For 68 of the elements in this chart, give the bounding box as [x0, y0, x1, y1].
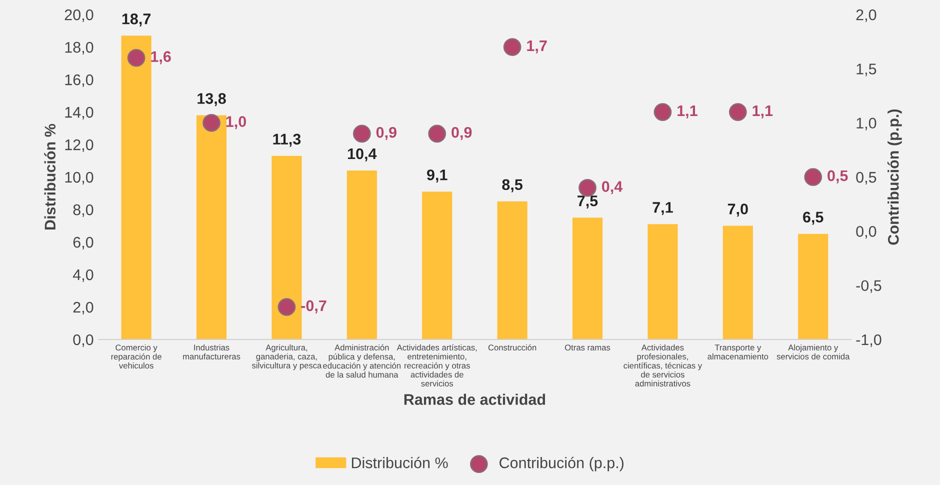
- data-label: 11,3: [273, 134, 301, 147]
- y-tick-label: 0,0: [73, 334, 94, 347]
- x-tick-label: Otras ramas: [564, 344, 610, 350]
- bar: [272, 156, 302, 340]
- point: [578, 178, 596, 197]
- data-label: 0,4: [602, 181, 623, 194]
- point: [654, 103, 672, 121]
- data-label: 0,9: [452, 126, 472, 140]
- x-tick-label: Actividades profesionales, científicas, técnicas y de servicios administrativos: [624, 344, 702, 387]
- point: [428, 124, 446, 143]
- y-tick-label: 4,0: [72, 269, 94, 282]
- point: [127, 48, 146, 67]
- bar: [346, 170, 377, 340]
- y2-tick-label: -0,5: [856, 280, 882, 293]
- point: [503, 38, 522, 56]
- y-tick-label: 8,0: [73, 204, 94, 218]
- data-label: 13,8: [198, 93, 226, 106]
- data-label: 7,1: [652, 202, 673, 216]
- y2-tick-label: 1,5: [856, 64, 876, 76]
- data-label: 6,5: [803, 212, 824, 225]
- bar: [196, 115, 227, 340]
- y-tick-label: 10,0: [65, 172, 94, 185]
- y-tick-label: 18,0: [65, 42, 94, 55]
- data-label: 0,5: [828, 170, 848, 184]
- y-tick-label: 16,0: [65, 74, 94, 88]
- data-label: 10,4: [348, 148, 377, 162]
- x-tick-label: Alojamiento y servicios de comida: [776, 344, 850, 360]
- data-label: 9,1: [427, 169, 448, 183]
- bar: [572, 218, 603, 340]
- data-label: 1,1: [678, 105, 698, 118]
- point: [352, 124, 371, 143]
- y2-axis-title: Contribución (p.p.): [887, 109, 902, 245]
- legend-label: Contribución (p.p.): [500, 456, 624, 472]
- bar: [798, 234, 828, 340]
- bar: [722, 226, 753, 340]
- y-axis-title: Distribución %: [44, 124, 56, 230]
- bar: [422, 192, 452, 340]
- y-tick-label: 14,0: [65, 106, 94, 120]
- x-axis-title: Ramas de actividad: [404, 394, 546, 405]
- point: [202, 114, 220, 132]
- data-label: 18,7: [122, 14, 150, 27]
- data-label: 0,9: [376, 126, 396, 140]
- bar: [497, 201, 528, 340]
- y2-tick-label: 0,0: [856, 226, 876, 239]
- y2-tick-label: -1,0: [856, 334, 882, 347]
- y2-tick-label: 1,0: [856, 118, 876, 130]
- y-tick-label: 2,0: [73, 302, 94, 314]
- legend-label: Distribución %: [352, 456, 448, 468]
- y-tick-label: 6,0: [73, 236, 94, 250]
- y-tick-label: 20,0: [64, 9, 94, 22]
- y2-tick-label: 2,0: [856, 9, 876, 22]
- x-tick-label: Industrias manufactureras: [183, 344, 240, 360]
- data-label: 8,5: [502, 179, 522, 192]
- x-tick-label: Transporte y almacenamiento: [708, 344, 768, 360]
- data-label: 7,0: [728, 204, 748, 217]
- x-tick-label: Agricultura, ganaderia, caza, silvicultura y pesca: [252, 344, 322, 370]
- point: [804, 168, 822, 186]
- point: [278, 298, 296, 316]
- x-tick-label: Comercio y reparación de vehiculos: [111, 344, 162, 369]
- point: [728, 103, 747, 121]
- data-label: 7,5: [578, 196, 598, 209]
- bar: [121, 36, 152, 340]
- data-label: 1,7: [527, 40, 547, 54]
- y2-tick-label: 0,5: [856, 172, 876, 185]
- data-label: 1,1: [752, 105, 773, 118]
- bar: [648, 224, 678, 340]
- x-tick-label: Construcción: [488, 344, 536, 350]
- y-tick-label: 12,0: [65, 139, 94, 152]
